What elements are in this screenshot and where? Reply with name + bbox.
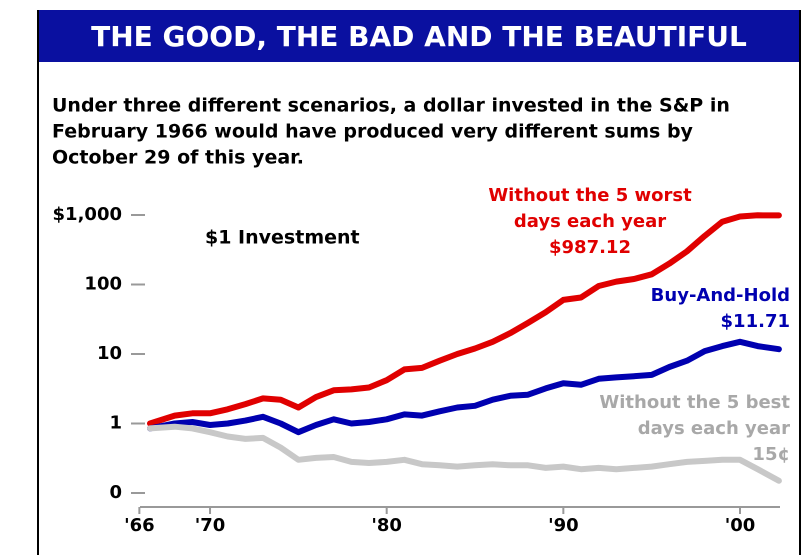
subtitle: October 29 of this year. <box>52 147 304 169</box>
series-line <box>147 423 782 484</box>
x-tick-label: '66 <box>124 515 155 536</box>
x-tick-label: '00 <box>725 515 756 536</box>
series-label: 15¢ <box>752 444 790 465</box>
chart-title: THE GOOD, THE BAD AND THE BEAUTIFUL <box>91 20 747 53</box>
series-label: $987.12 <box>549 237 631 258</box>
series-label: $11.71 <box>721 311 790 332</box>
x-tick-label: '80 <box>371 515 402 536</box>
y-tick-label: 0 <box>109 482 122 503</box>
title-band <box>38 10 800 62</box>
y-tick-label: 100 <box>84 274 122 295</box>
series-label: days each year <box>514 211 666 232</box>
subtitle: February 1966 would have produced very d… <box>52 121 694 143</box>
series-label: days each year <box>638 418 790 439</box>
y-tick-label: $1,000 <box>53 204 122 225</box>
series-line <box>147 212 782 427</box>
subtitle: Under three different scenarios, a dolla… <box>52 95 730 117</box>
y-tick-label: 1 <box>109 413 122 434</box>
annotation: $1 Investment <box>205 227 360 249</box>
series-name: Buy-And-Hold <box>651 285 790 306</box>
series-line <box>147 338 782 436</box>
series-label: Without the 5 worst <box>488 185 692 206</box>
x-tick-label: '90 <box>548 515 579 536</box>
y-tick-label: 10 <box>97 343 122 364</box>
series-label: Without the 5 best <box>599 392 790 413</box>
x-tick-label: '70 <box>195 515 226 536</box>
